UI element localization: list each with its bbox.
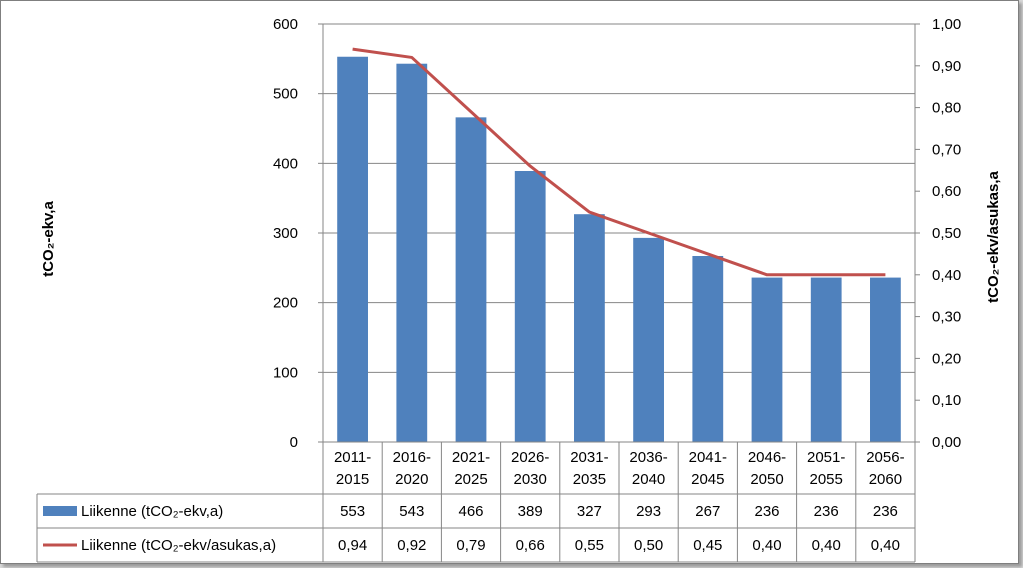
y-tick-label-right: 0,70 xyxy=(932,141,961,158)
y-tick-label-right: 0,50 xyxy=(932,225,961,242)
table-cell: 236 xyxy=(873,503,898,520)
category-label: 2041- xyxy=(689,449,727,466)
category-label: 2016- xyxy=(393,449,431,466)
table-cell: 543 xyxy=(399,503,424,520)
bar xyxy=(870,277,901,442)
bar-series xyxy=(337,56,901,443)
category-label: 2020 xyxy=(395,471,428,488)
table-cell: 0,45 xyxy=(693,537,722,554)
y-tick-label-right: 0,90 xyxy=(932,58,961,75)
bar xyxy=(751,277,783,442)
category-label: 2050 xyxy=(750,471,783,488)
table-cell: 236 xyxy=(814,503,839,520)
y-tick-label-right: 0,60 xyxy=(932,183,961,200)
table-cell: 0,92 xyxy=(397,537,426,554)
data-table: 2011- 2015 2016- 2020 2021- 2025 2026- 2030 2031… xyxy=(36,441,916,563)
bar xyxy=(396,63,428,443)
y-tick-label-right: 0,20 xyxy=(932,350,961,367)
table-cell: 0,55 xyxy=(575,537,604,554)
category-label: 2060 xyxy=(869,471,902,488)
y-axis-title-right: tCO₂-ekv/asukas,a xyxy=(985,170,1002,302)
category-label: 2031- xyxy=(570,449,608,466)
y-axis-title-left: tCO₂-ekv,a xyxy=(40,201,57,277)
y-tick-label-left: 400 xyxy=(273,155,298,172)
y-tick-label-left: 100 xyxy=(273,364,298,381)
category-label: 2056- xyxy=(866,449,904,466)
category-label: 2036- xyxy=(629,449,667,466)
table-cell: 0,79 xyxy=(456,537,485,554)
table-cell: 389 xyxy=(518,503,543,520)
y-tick-label-right: 0,80 xyxy=(932,100,961,117)
category-label: 2025 xyxy=(454,471,487,488)
table-cell: 0,40 xyxy=(752,537,781,554)
y-tick-label-right: 0,40 xyxy=(932,267,961,284)
category-label: 2051- xyxy=(807,449,845,466)
y-tick-label-left: 300 xyxy=(273,225,298,242)
bar xyxy=(810,277,842,442)
table-cell: 466 xyxy=(458,503,483,520)
table-cell: 0,40 xyxy=(871,537,900,554)
category-label: 2021- xyxy=(452,449,490,466)
category-label: 2040 xyxy=(632,471,665,488)
y-tick-label-right: 0,00 xyxy=(932,434,961,451)
y-tick-label-left: 0 xyxy=(290,434,298,451)
category-label: 2026- xyxy=(511,449,549,466)
y-tick-label-left: 500 xyxy=(273,86,298,103)
axes: 0 100 200 300 400 500 600 0,00 0,10 0,20 0,30 0,40 0… xyxy=(273,16,961,451)
category-label: 2055 xyxy=(810,471,843,488)
table-cell: 327 xyxy=(577,503,602,520)
category-label: 2046- xyxy=(748,449,786,466)
bar xyxy=(514,170,546,442)
bar xyxy=(455,117,487,442)
category-label: 2011- xyxy=(334,449,371,466)
table-cell: 267 xyxy=(695,503,720,520)
line-series xyxy=(352,47,886,277)
y-tick-label-right: 0,10 xyxy=(932,392,961,409)
bar xyxy=(633,237,664,442)
table-cell: 236 xyxy=(754,503,779,520)
bar xyxy=(574,214,605,442)
table-cell: 553 xyxy=(340,503,365,520)
y-tick-label-left: 200 xyxy=(273,295,298,312)
line-series-path xyxy=(352,47,886,277)
bar xyxy=(337,56,368,442)
table-cell: 0,40 xyxy=(812,537,841,554)
table-cell: 0,66 xyxy=(516,537,545,554)
bar xyxy=(692,255,724,442)
category-label: 2035 xyxy=(573,471,606,488)
category-label: 2015 xyxy=(336,471,369,488)
y-tick-label-right: 0,30 xyxy=(932,309,961,326)
y-tick-label-left: 600 xyxy=(273,16,298,33)
legend-label: Liikenne (tCO₂-ekv/asukas,a) xyxy=(81,537,276,554)
legend-label: Liikenne (tCO₂-ekv,a) xyxy=(81,503,223,520)
table-cell: 293 xyxy=(636,503,661,520)
category-label: 2030 xyxy=(514,471,547,488)
y-tick-label-right: 1,00 xyxy=(932,16,961,33)
legend-key-bar xyxy=(43,506,77,516)
category-label: 2045 xyxy=(691,471,724,488)
table-cell: 0,94 xyxy=(338,537,367,554)
table-cell: 0,50 xyxy=(634,537,663,554)
